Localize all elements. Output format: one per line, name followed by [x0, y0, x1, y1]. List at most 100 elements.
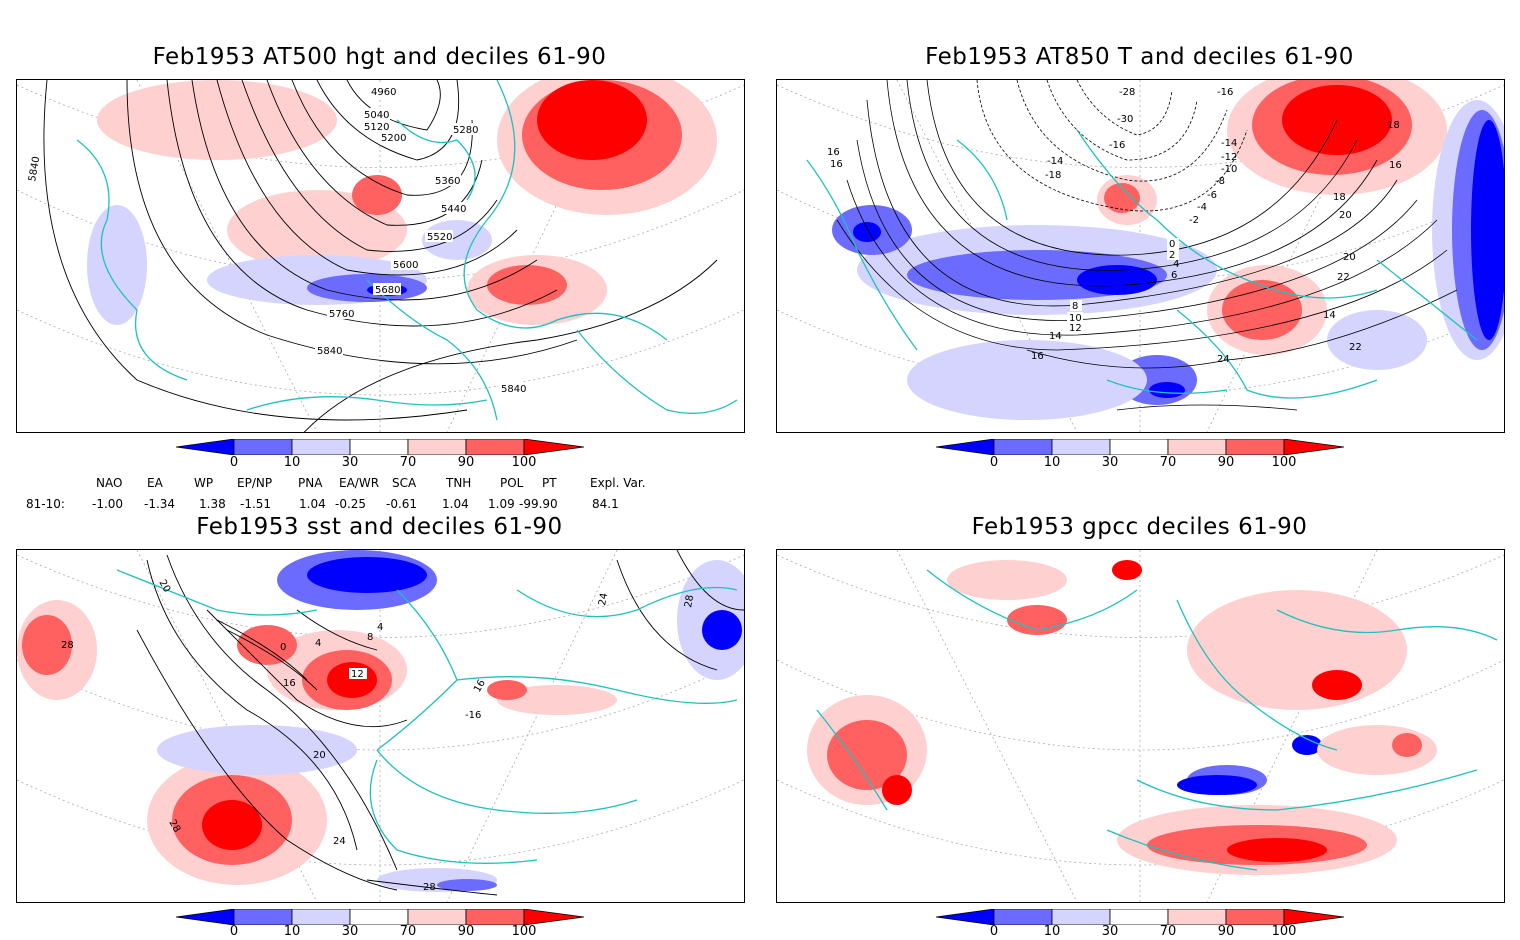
panel-title-hgt: Feb1953 AT500 hgt and deciles 61-90 [152, 44, 607, 70]
index-header: PT [542, 476, 557, 490]
colorbar-tick-label: 30 [1101, 924, 1119, 939]
contour-label: -6 [1207, 190, 1217, 201]
contour-label: 5760 [329, 309, 354, 320]
index-header: POL [500, 476, 524, 490]
contour-label: 24 [597, 592, 610, 606]
index-header: Expl. Var. [590, 476, 646, 490]
contour-label: 4960 [371, 87, 396, 98]
contour-label: -12 [1221, 152, 1237, 163]
colorbar-tick-label: 0 [229, 455, 239, 470]
contour-label: 5840 [501, 384, 526, 395]
colorbar-segment [1225, 908, 1285, 926]
contour-label: 6 [1171, 270, 1177, 281]
contour-label: 28 [423, 882, 436, 893]
colorbar-tick-label: 10 [1043, 455, 1061, 470]
contour-label: 20 [1339, 210, 1352, 221]
panel-title-sst: Feb1953 sst and deciles 61-90 [196, 514, 563, 540]
contour-label: 16 [1031, 351, 1044, 362]
contour-labels: 4960 5040 5120 5200 5280 5360 5440 5520 … [27, 85, 527, 395]
colorbar-svg [935, 438, 1345, 456]
contour-label: 16 [830, 159, 843, 170]
contour-label: 5840 [317, 346, 342, 357]
contour-label: 14 [1323, 310, 1336, 321]
map-panel-hgt: 4960 5040 5120 5200 5280 5360 5440 5520 … [16, 79, 745, 433]
colorbar-top-right: 0 10 30 70 90 100 [935, 438, 1346, 470]
map-t850-svg: -28 -30 -16 -14 -18 -16 -14 -12 -10 -8 -… [777, 80, 1504, 432]
contour-label: -10 [1221, 164, 1237, 175]
contour-label: 16 [472, 678, 488, 695]
colorbar-tick-label: 70 [1159, 924, 1177, 939]
colorbar-min-triangle [175, 908, 235, 926]
contour-label: 5600 [393, 260, 418, 271]
contour-label: -14 [1047, 156, 1063, 167]
contour-label: 0 [280, 642, 286, 653]
contour-label: 18 [1333, 192, 1346, 203]
colorbar-tick-label: 100 [1271, 924, 1297, 939]
contour-label: 4 [1173, 259, 1179, 270]
map-panel-gpcc [776, 549, 1505, 903]
contour-label: 22 [1337, 272, 1350, 283]
colorbar-tick-label: 100 [511, 455, 537, 470]
decile-shading [87, 80, 717, 325]
colorbar-tick-label: 30 [341, 924, 359, 939]
contour-label: -2 [1189, 215, 1199, 226]
colorbar-segment [1167, 438, 1227, 456]
colorbar-max-triangle [523, 438, 585, 456]
index-header: TNH [446, 476, 472, 490]
map-panel-t850: -28 -30 -16 -14 -18 -16 -14 -12 -10 -8 -… [776, 79, 1505, 433]
index-header: PNA [298, 476, 323, 490]
contour-label: -18 [1045, 170, 1061, 181]
contour-label: 22 [1349, 342, 1362, 353]
index-value: 1.09 [488, 497, 515, 511]
contour-label: -14 [1221, 138, 1237, 149]
colorbar-tick-label: 30 [341, 455, 359, 470]
map-gpcc-svg [777, 550, 1504, 902]
colorbar-svg [175, 438, 585, 456]
map-hgt-svg: 4960 5040 5120 5200 5280 5360 5440 5520 … [17, 80, 744, 432]
contour-label: 5040 [364, 110, 389, 121]
contour-label: 24 [1217, 354, 1230, 365]
colorbar-tick-label: 70 [399, 924, 417, 939]
coastlines [76, 80, 738, 421]
colorbar-tick-label: 10 [283, 455, 301, 470]
colorbar-min-triangle [935, 438, 995, 456]
contour-label: 20 [156, 578, 172, 595]
contour-label: 5360 [435, 176, 460, 187]
colorbar-segment [1051, 908, 1111, 926]
colorbar-tick-label: 10 [1043, 924, 1061, 939]
index-value: 1.04 [299, 497, 326, 511]
colorbar-segment [349, 438, 409, 456]
colorbar-tick-label: 70 [1159, 455, 1177, 470]
index-header: EA [147, 476, 163, 490]
index-value: -0.25 [335, 497, 367, 511]
colorbar-segment [291, 908, 351, 926]
colorbar-tick-label: 0 [229, 924, 239, 939]
contour-label: 28 [683, 594, 696, 608]
colorbar-top-left: 0 10 30 70 90 100 [175, 438, 586, 470]
index-value: -1.34 [144, 497, 176, 511]
map-panel-sst: 20 28 0 4 8 4 12 16 16 -16 20 24 28 28 2… [16, 549, 745, 903]
contour-label: -8 [1215, 176, 1225, 187]
colorbar-max-triangle [1283, 438, 1345, 456]
colorbar-min-triangle [935, 908, 995, 926]
contour-label: 5200 [381, 133, 406, 144]
contour-label: 10 [1069, 313, 1082, 324]
contour-label: 20 [1343, 252, 1356, 263]
contour-label: 5680 [375, 285, 400, 296]
contour-labels: -28 -30 -16 -14 -18 -16 -14 -12 -10 -8 -… [827, 87, 1402, 365]
contour-label: 2 [1169, 250, 1175, 261]
colorbar-segment [993, 438, 1053, 456]
index-value: -1.00 [92, 497, 124, 511]
colorbar-segment [1109, 438, 1169, 456]
contour-label: 4 [377, 622, 383, 633]
colorbar-tick-label: 0 [989, 455, 999, 470]
colorbar-segment [465, 438, 525, 456]
contour-label: -30 [1117, 114, 1133, 125]
contour-label: 8 [1072, 301, 1078, 312]
colorbar-max-triangle [523, 908, 585, 926]
colorbar-svg [175, 908, 585, 926]
coastlines [116, 569, 738, 864]
contour-label: 16 [1389, 160, 1402, 171]
colorbar-segment [291, 438, 351, 456]
index-value: -0.61 [386, 497, 418, 511]
